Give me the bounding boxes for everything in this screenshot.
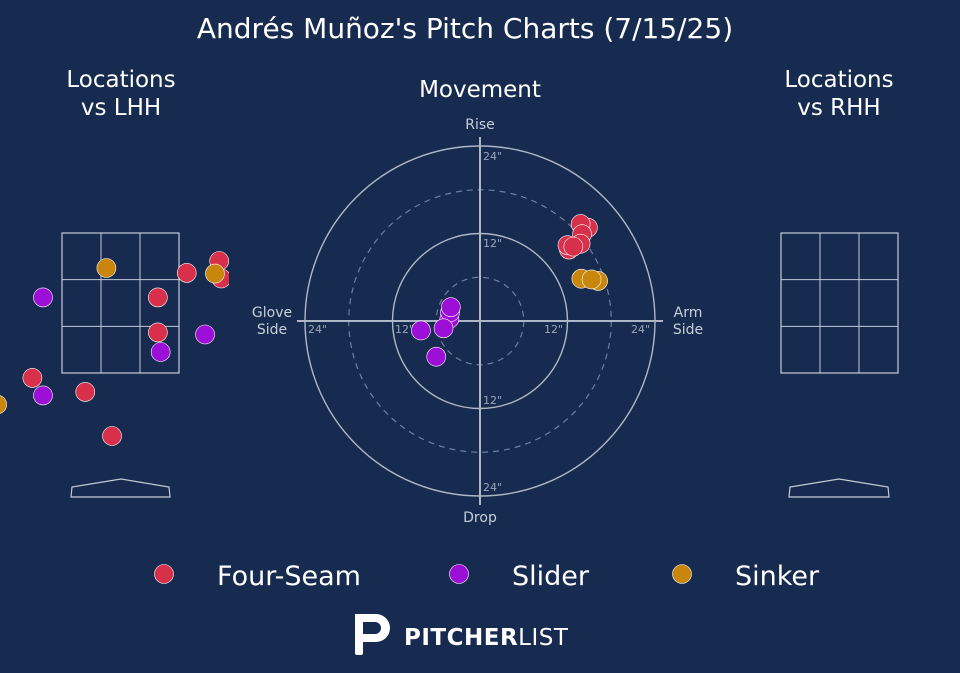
legend-marker-sinker [672,564,692,584]
movement-panel: Rise Drop Glove Side Arm Side 24" 12" 12… [252,117,703,526]
axis-label-rise: Rise [465,117,495,133]
legend-marker-four-seam [154,564,174,584]
brand-text-light: LIST [518,625,569,651]
zone-outline [61,232,180,374]
lhh-home-plate [70,478,171,498]
pitch-point [102,426,122,446]
pitch-point [96,258,117,278]
brand-text-bold: PITCHERLIST [404,625,569,651]
ring-label-left-24: 24" [308,323,327,336]
ring-label-right-24: 24" [631,323,650,336]
ring-label-top-12: 12" [483,237,502,250]
movement-point [441,297,461,317]
pitch-point [148,287,168,308]
legend-label-slider: Slider [512,561,590,592]
ring-label-bottom-12: 12" [483,394,502,407]
movement-point [433,318,454,339]
ring-label-right-12: 12" [544,323,563,336]
legend-label-sinker: Sinker [735,561,820,592]
rhh-home-plate [788,478,890,498]
lhh-title-line1: Locations [66,67,175,93]
movement-points [411,214,608,367]
rhh-title-line1: Locations [784,67,893,93]
movement-point [581,269,602,290]
pitch-point [22,368,43,388]
movement-point [426,346,447,367]
pitch-point [148,322,168,343]
axis-label-arm-line1: Arm [674,305,703,321]
rhh-location-panel [780,232,899,498]
pitcherlist-p-icon [355,614,390,655]
ring-label-bottom-24: 24" [483,481,502,494]
ring-label-left-12: 12" [395,323,414,336]
pitch-point [0,395,7,414]
axis-label-arm-line2: Side [673,322,703,338]
movement-point [563,236,584,257]
pitch-point [176,263,197,283]
legend-label-four-seam: Four-Seam [217,561,361,592]
movement-point [411,320,431,341]
rhh-title-line2: vs RHH [797,95,880,121]
ring-label-top-24: 24" [483,150,502,163]
pitch-point [75,382,96,402]
pitch-point [205,263,225,284]
legend-marker-slider [449,564,469,584]
pitch-point [195,324,215,345]
rhh-strike-zone [780,232,899,374]
zone-outline [780,232,899,374]
axis-label-glove-line2: Side [257,322,287,338]
chart-title: Andrés Muñoz's Pitch Charts (7/15/25) [197,12,733,45]
pitch-point [150,342,171,362]
pitch-point [33,385,53,406]
movement-grid [297,137,663,505]
lhh-location-panel [0,232,229,498]
lhh-points [0,251,229,446]
legend: Four-Seam Slider Sinker [154,561,820,592]
pitch-point [33,287,53,308]
movement-title: Movement [419,77,541,103]
lhh-title-line2: vs LHH [81,95,161,121]
pitcherlist-logo: PITCHERLIST [355,614,569,655]
axis-label-glove-line1: Glove [252,305,292,321]
axis-label-drop: Drop [463,510,497,526]
